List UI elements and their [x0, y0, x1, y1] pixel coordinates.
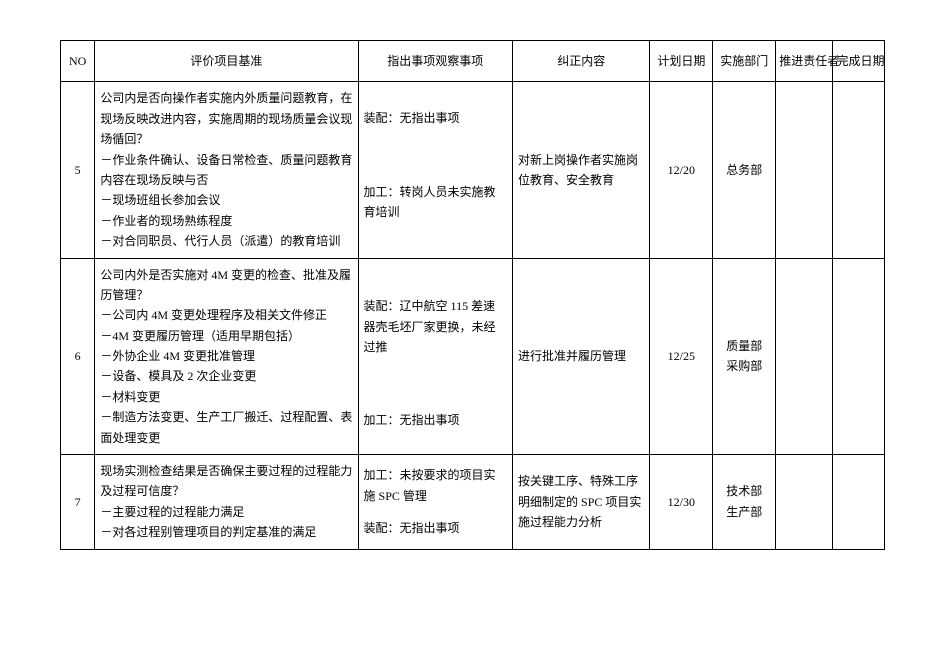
header-row: NO 评价项目基准 指出事项观察事项 纠正内容 计划日期 实施部门 推进责任者 … — [61, 41, 885, 82]
cell-criteria: 公司内是否向操作者实施内外质量问题教育，在现场反映改进内容，实施周期的现场质量会… — [95, 82, 358, 258]
cell-responsible — [776, 258, 833, 455]
cell-observation-top: 装配：辽中航空 115 差速器壳毛坯厂家更换，未经过推 — [358, 258, 513, 391]
cell-observation-top: 加工：未按要求的项目实施 SPC 管理 — [358, 455, 513, 513]
header-dept: 实施部门 — [713, 41, 776, 82]
header-observation: 指出事项观察事项 — [358, 41, 513, 82]
table-row: 7 现场实测检查结果是否确保主要过程的过程能力及过程可信度？ －主要过程的过程能… — [61, 455, 885, 513]
header-correction: 纠正内容 — [513, 41, 650, 82]
cell-donedate — [833, 82, 885, 258]
evaluation-table: NO 评价项目基准 指出事项观察事项 纠正内容 计划日期 实施部门 推进责任者 … — [60, 40, 885, 550]
cell-dept: 技术部 生产部 — [713, 455, 776, 550]
cell-responsible — [776, 455, 833, 550]
header-no: NO — [61, 41, 95, 82]
cell-observation-bottom: 加工：无指出事项 — [358, 391, 513, 454]
table-row: 6 公司内外是否实施对 4M 变更的检查、批准及履历管理？ －公司内 4M 变更… — [61, 258, 885, 391]
cell-criteria: 现场实测检查结果是否确保主要过程的过程能力及过程可信度？ －主要过程的过程能力满… — [95, 455, 358, 550]
cell-no: 7 — [61, 455, 95, 550]
cell-responsible — [776, 82, 833, 258]
cell-correction: 对新上岗操作者实施岗位教育、安全教育 — [513, 82, 650, 258]
cell-dept: 质量部 采购部 — [713, 258, 776, 455]
cell-plandate: 12/25 — [650, 258, 713, 455]
cell-plandate: 12/20 — [650, 82, 713, 258]
cell-donedate — [833, 258, 885, 455]
cell-observation-top: 装配：无指出事项 — [358, 82, 513, 151]
header-responsible: 推进责任者 — [776, 41, 833, 82]
cell-no: 5 — [61, 82, 95, 258]
cell-no: 6 — [61, 258, 95, 455]
header-donedate: 完成日期 — [833, 41, 885, 82]
table-row: 5 公司内是否向操作者实施内外质量问题教育，在现场反映改进内容，实施周期的现场质… — [61, 82, 885, 151]
cell-correction: 进行批准并履历管理 — [513, 258, 650, 455]
cell-dept: 总务部 — [713, 82, 776, 258]
header-plandate: 计划日期 — [650, 41, 713, 82]
header-criteria: 评价项目基准 — [95, 41, 358, 82]
cell-plandate: 12/30 — [650, 455, 713, 550]
cell-donedate — [833, 455, 885, 550]
cell-criteria: 公司内外是否实施对 4M 变更的检查、批准及履历管理？ －公司内 4M 变更处理… — [95, 258, 358, 455]
cell-observation-bottom: 加工：转岗人员未实施教育培训 — [358, 151, 513, 258]
cell-correction: 按关键工序、特殊工序明细制定的 SPC 项目实施过程能力分析 — [513, 455, 650, 550]
cell-observation-bottom: 装配：无指出事项 — [358, 512, 513, 549]
